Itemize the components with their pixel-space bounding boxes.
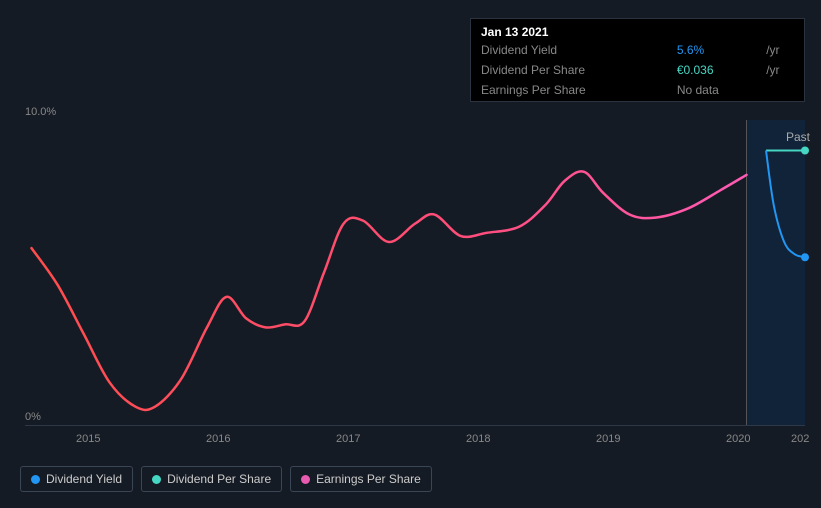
dividend-chart: 10.0% 0% 2015 2016 2017 2018 2019 2020 202 Pas… bbox=[0, 0, 821, 508]
tooltip-label: Dividend Yield bbox=[471, 41, 667, 61]
x-axis-tick-label: 2016 bbox=[206, 433, 230, 445]
tooltip-value: No data bbox=[667, 81, 764, 101]
legend-label: Dividend Per Share bbox=[167, 472, 271, 486]
x-axis-tick-label: 2018 bbox=[466, 433, 490, 445]
x-axis-tick-label: 2020 bbox=[726, 433, 750, 445]
tooltip-label: Dividend Per Share bbox=[471, 61, 667, 81]
chart-legend: Dividend Yield Dividend Per Share Earnin… bbox=[20, 466, 432, 492]
past-label: Past bbox=[786, 130, 810, 144]
legend-item-earnings-per-share[interactable]: Earnings Per Share bbox=[290, 466, 432, 492]
y-axis-min-label: 0% bbox=[25, 411, 41, 423]
tooltip-row-earnings-per-share: Earnings Per Share No data bbox=[471, 81, 804, 101]
tooltip-unit: /yr bbox=[764, 41, 804, 61]
tooltip-value: €0.036 bbox=[667, 61, 764, 81]
tooltip-value: 5.6% bbox=[667, 41, 764, 61]
chart-tooltip: Jan 13 2021 Dividend Yield 5.6% /yr Divi… bbox=[470, 18, 805, 102]
legend-item-dividend-yield[interactable]: Dividend Yield bbox=[20, 466, 133, 492]
tooltip-date: Jan 13 2021 bbox=[471, 19, 804, 41]
tooltip-unit bbox=[764, 81, 804, 101]
legend-swatch bbox=[31, 475, 40, 484]
tooltip-label: Earnings Per Share bbox=[471, 81, 667, 101]
legend-label: Earnings Per Share bbox=[316, 472, 421, 486]
x-axis-tick-label: 202 bbox=[791, 433, 809, 445]
legend-swatch bbox=[301, 475, 310, 484]
x-axis-tick-label: 2019 bbox=[596, 433, 620, 445]
legend-item-dividend-per-share[interactable]: Dividend Per Share bbox=[141, 466, 282, 492]
legend-swatch bbox=[152, 475, 161, 484]
y-axis-max-label: 10.0% bbox=[25, 106, 56, 118]
tooltip-row-dividend-per-share: Dividend Per Share €0.036 /yr bbox=[471, 61, 804, 81]
x-axis-tick-label: 2017 bbox=[336, 433, 360, 445]
legend-label: Dividend Yield bbox=[46, 472, 122, 486]
tooltip-row-dividend-yield: Dividend Yield 5.6% /yr bbox=[471, 41, 804, 61]
x-axis-tick-label: 2015 bbox=[76, 433, 100, 445]
tooltip-unit: /yr bbox=[764, 61, 804, 81]
